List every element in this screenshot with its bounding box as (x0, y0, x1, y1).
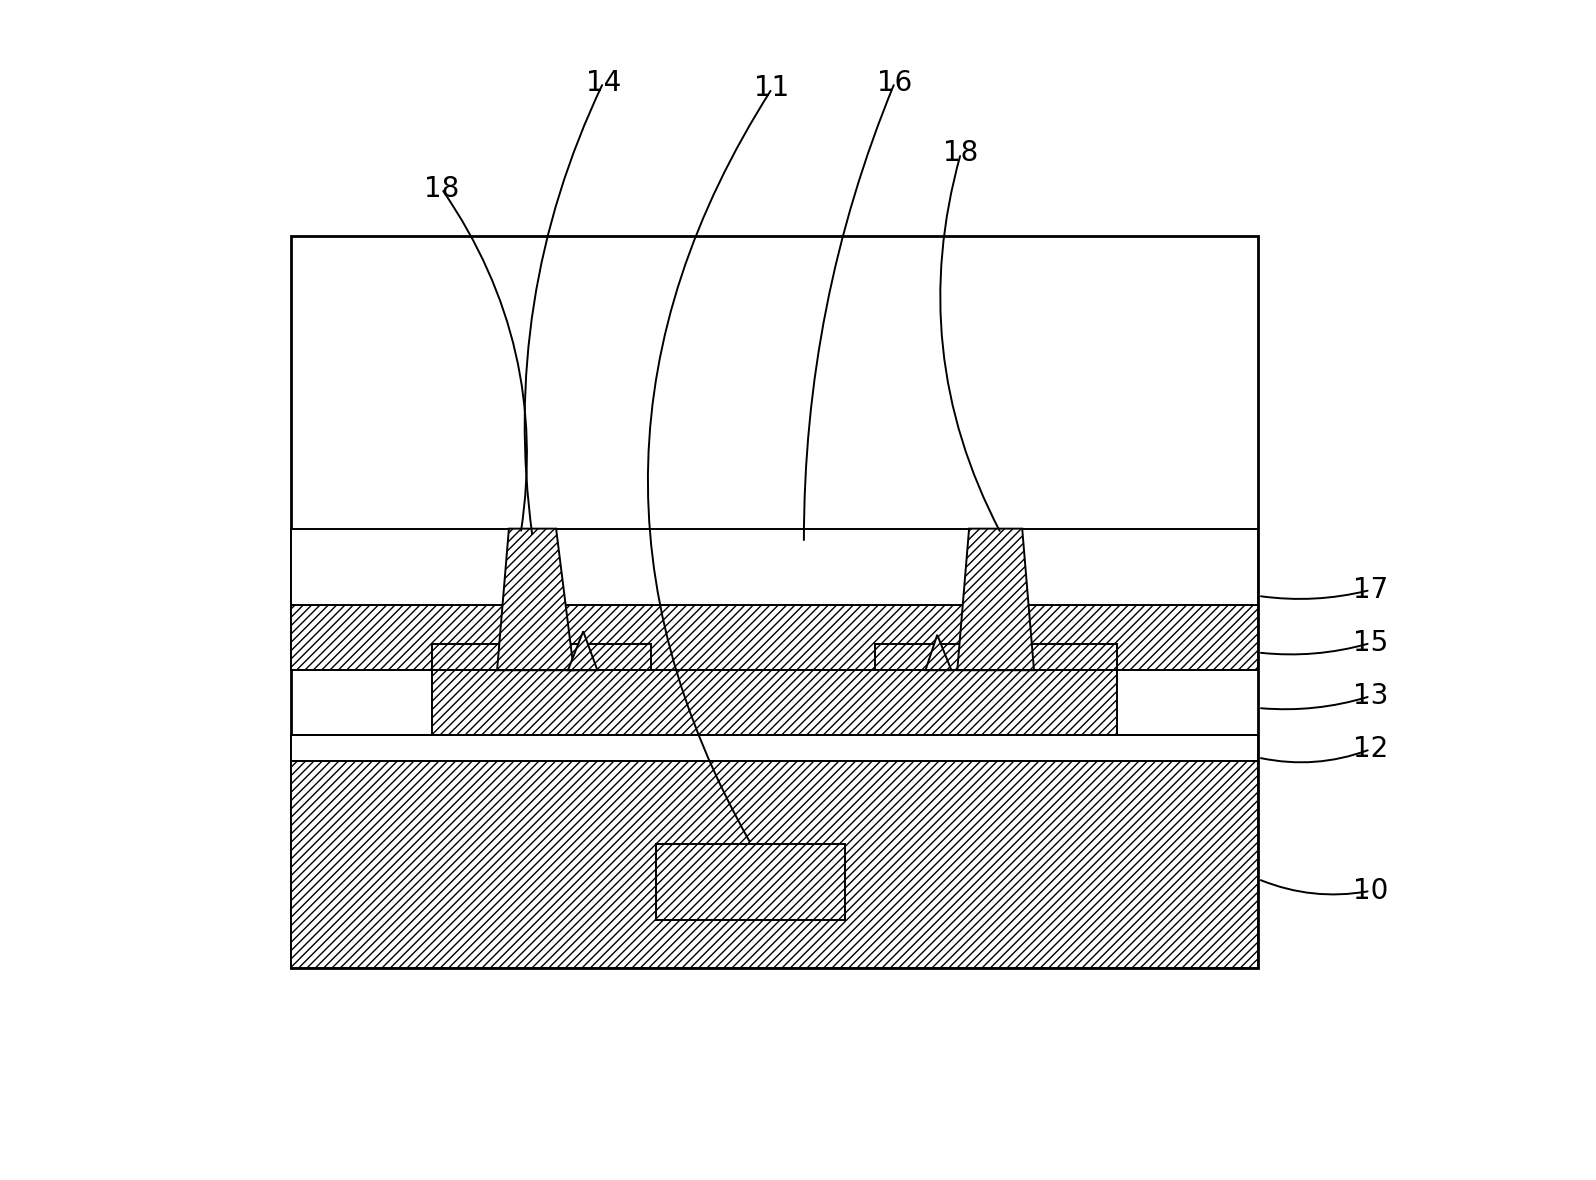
Polygon shape (496, 529, 575, 670)
Bar (656, 844, 846, 920)
Text: 10: 10 (1353, 877, 1389, 905)
Bar (290, 236, 1258, 968)
Text: 11: 11 (755, 74, 790, 103)
Text: 12: 12 (1353, 735, 1389, 763)
Bar (290, 605, 1258, 670)
Text: 15: 15 (1353, 629, 1389, 657)
Bar (290, 761, 1258, 968)
Polygon shape (958, 529, 1034, 670)
Bar (433, 644, 651, 670)
Polygon shape (926, 635, 951, 670)
Text: 16: 16 (878, 68, 913, 97)
Text: 18: 18 (425, 175, 460, 203)
Text: 14: 14 (586, 68, 621, 97)
Text: 13: 13 (1353, 682, 1389, 710)
Bar (433, 670, 1117, 735)
Text: 18: 18 (943, 139, 978, 168)
Bar (290, 735, 1258, 761)
Text: 17: 17 (1353, 576, 1389, 604)
Polygon shape (568, 631, 597, 670)
Bar (875, 644, 1117, 670)
Bar (290, 529, 1258, 605)
